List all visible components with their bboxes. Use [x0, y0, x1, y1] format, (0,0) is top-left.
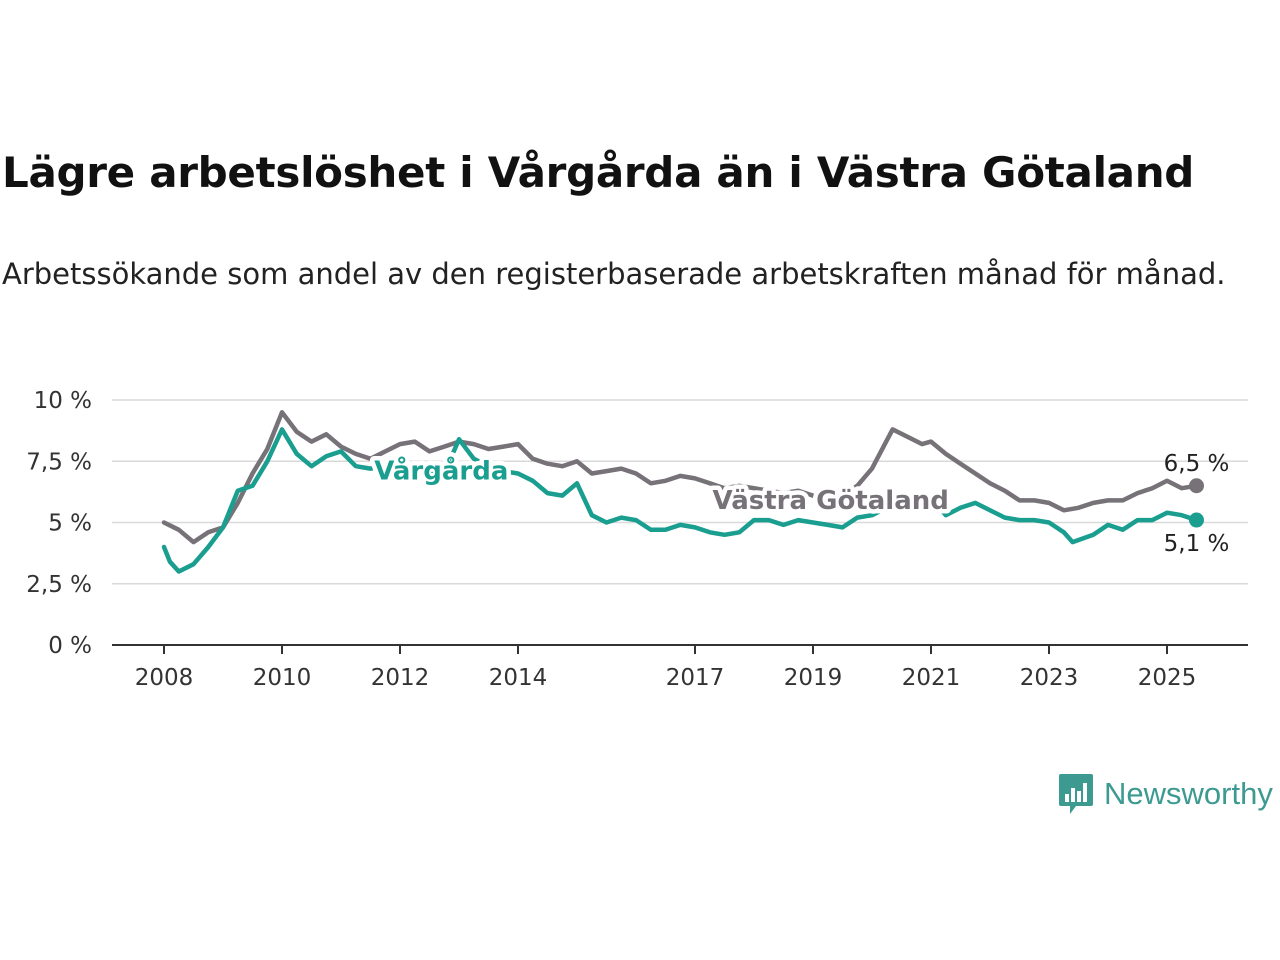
x-tick-label: 2021	[902, 665, 961, 691]
chart-subtitle: Arbetssökande som andel av den registerb…	[2, 257, 1226, 291]
x-tick-label: 2010	[253, 665, 312, 691]
series-label: Vårgårda	[374, 455, 508, 487]
series-label-halo: Vårgårda	[374, 455, 508, 487]
y-tick-label: 2,5 %	[26, 572, 92, 598]
newsworthy-chart-bubble-icon	[1059, 774, 1093, 814]
series-end-point	[1189, 478, 1204, 494]
series-label: Västra Götaland	[713, 486, 949, 516]
axes: 0 % 2,5 % 5 % 7,5 % 10 % 2008 2010 2012 2014 2017…	[26, 388, 1248, 691]
line-chart: 0 % 2,5 % 5 % 7,5 % 10 % 2008 2010 2012 2014 2017…	[26, 388, 1248, 691]
y-tick-label: 7,5 %	[26, 449, 92, 475]
x-tick-label: 2023	[1020, 665, 1079, 691]
y-tick-label: 10 %	[34, 388, 92, 414]
grid-lines	[112, 399, 1248, 585]
series-label-halo: Västra Götaland	[713, 486, 949, 516]
x-tick-label: 2012	[371, 665, 430, 691]
series-lines	[161, 410, 1204, 574]
x-tick-label: 2014	[489, 665, 548, 691]
y-tick-label: 0 %	[48, 633, 92, 659]
end-value-label: 6,5 %	[1164, 451, 1230, 477]
newsworthy-logo: Newsworthy	[1058, 772, 1273, 816]
series-line-v-rg-rda	[161, 427, 1199, 574]
series-end-point	[1189, 512, 1204, 528]
y-tick-label: 5 %	[48, 511, 92, 537]
end-value-label: 5,1 %	[1164, 531, 1230, 557]
x-tick-label: 2017	[666, 665, 725, 691]
brand-name: Newsworthy	[1104, 776, 1273, 811]
x-tick-label: 2019	[784, 665, 843, 691]
series-line-v-stra-g-taland	[161, 410, 1199, 545]
x-tick-label: 2008	[135, 665, 194, 691]
chart-title: Lägre arbetslöshet i Vårgårda än i Västr…	[2, 148, 1195, 197]
x-tick-label: 2025	[1138, 665, 1197, 691]
